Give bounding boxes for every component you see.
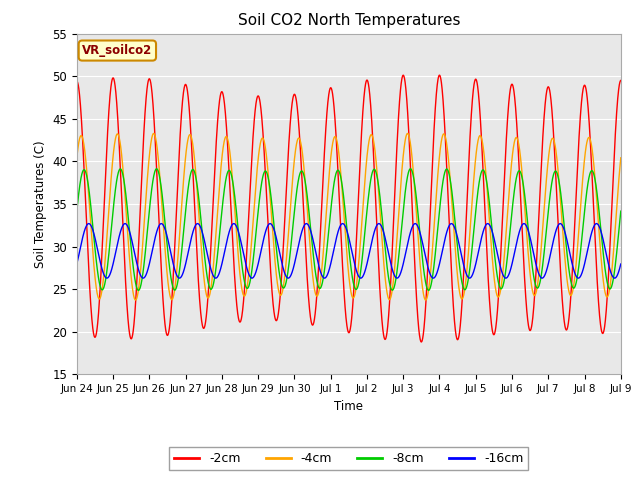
-8cm [406,166,414,172]
-2cm [617,78,625,84]
-16cm [305,224,313,229]
-2cm [73,78,81,84]
-2cm [305,300,313,306]
-16cm [548,246,556,252]
Title: Soil CO2 North Temperatures: Soil CO2 North Temperatures [237,13,460,28]
-2cm [282,204,289,210]
-2cm [548,107,556,113]
-8cm [617,208,625,214]
-4cm [168,297,175,302]
-16cm [168,252,175,258]
Line: -8cm: -8cm [77,169,621,290]
-4cm [282,263,290,269]
-16cm [135,268,143,274]
Y-axis label: Soil Temperatures (C): Soil Temperatures (C) [34,140,47,268]
-8cm [305,211,313,217]
-16cm [617,261,625,267]
Text: VR_soilco2: VR_soilco2 [82,44,152,57]
Line: -2cm: -2cm [77,75,621,342]
-8cm [73,208,81,214]
-4cm [150,131,157,136]
-2cm [167,307,175,313]
-8cm [548,180,556,185]
-8cm [135,287,143,293]
-16cm [73,261,81,267]
-4cm [305,235,313,240]
-8cm [168,277,175,283]
-16cm [85,221,93,227]
X-axis label: Time: Time [334,400,364,413]
Legend: -2cm, -4cm, -8cm, -16cm: -2cm, -4cm, -8cm, -16cm [170,447,528,470]
-16cm [607,268,614,274]
-4cm [73,155,81,161]
-2cm [135,237,143,243]
-16cm [282,273,289,278]
-4cm [617,155,625,161]
-8cm [607,286,614,291]
-4cm [135,283,143,288]
-2cm [436,72,444,78]
Line: -16cm: -16cm [77,224,621,278]
-2cm [417,339,425,345]
-4cm [132,297,140,303]
-8cm [282,281,289,287]
-8cm [134,288,142,293]
Line: -4cm: -4cm [77,133,621,300]
-4cm [607,280,614,286]
-16cm [611,275,618,281]
-2cm [607,233,614,239]
-4cm [548,136,556,142]
